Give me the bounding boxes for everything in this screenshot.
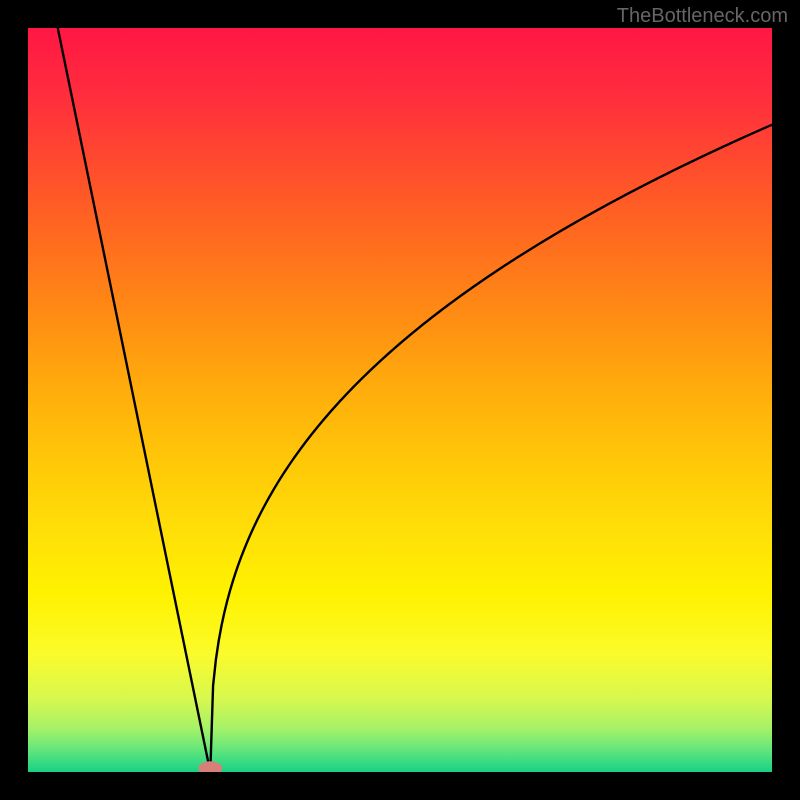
watermark-text: TheBottleneck.com — [617, 5, 788, 27]
plot-background — [28, 28, 772, 772]
bottleneck-chart: TheBottleneck.com — [0, 0, 800, 800]
